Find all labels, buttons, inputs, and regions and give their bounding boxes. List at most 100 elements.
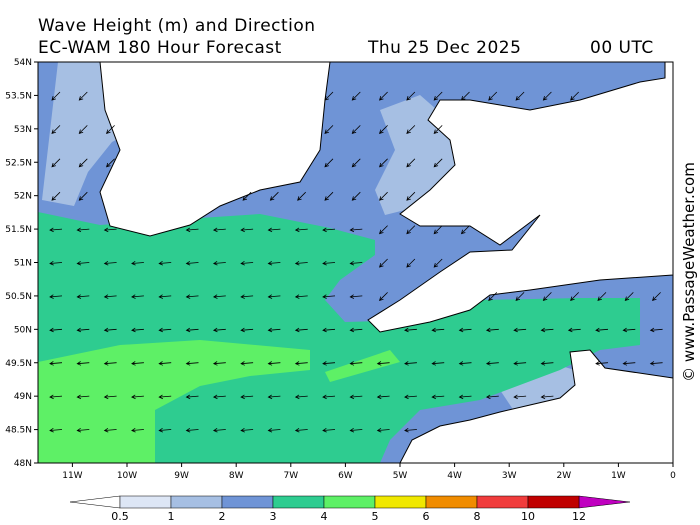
lat-label: 50N (14, 325, 32, 335)
lon-label: 9W (174, 471, 189, 481)
wave-arrow (240, 394, 254, 400)
wave-arrow (404, 427, 417, 433)
wave-arrow (106, 125, 115, 134)
wave-arrow (267, 260, 281, 266)
wave-arrow (349, 294, 363, 299)
wave-arrow (406, 225, 416, 235)
wave-arrow (103, 394, 117, 400)
wave-arrow (433, 225, 443, 235)
wave-arrow (212, 361, 226, 366)
wave-arrow (185, 327, 199, 333)
wave-arrow (351, 91, 361, 101)
colorbar-segment (170, 495, 223, 509)
wave-arrow (212, 327, 226, 333)
wave-arrow (540, 394, 554, 400)
colorbar-cap (69, 495, 121, 509)
wave-arrow (379, 292, 388, 301)
map (38, 62, 673, 463)
wave-arrow (324, 191, 334, 201)
ireland (99, 62, 331, 237)
wave-arrow (269, 191, 279, 201)
wave-arrow (131, 327, 144, 333)
wave-arrow (185, 294, 199, 299)
lon-label: 7W (283, 471, 298, 481)
wave-arrow (322, 260, 336, 266)
wave-arrow (406, 158, 416, 168)
colorbar-label: 4 (321, 510, 328, 523)
green-zone (38, 212, 640, 463)
colorbar-segment (476, 495, 529, 509)
wave-arrow (379, 91, 388, 101)
wave-arrow (212, 294, 226, 299)
wave-arrow (103, 327, 117, 333)
wave-arrow (406, 191, 416, 201)
wave-arrow (458, 327, 472, 333)
wave-arrow (106, 158, 115, 168)
wave-arrow (131, 361, 144, 366)
wave-arrow (158, 394, 172, 400)
wave-arrow (294, 361, 308, 366)
wave-arrow (540, 327, 554, 333)
wave-arrow (349, 260, 363, 266)
wave-arrow (76, 327, 90, 333)
wave-arrow (597, 292, 607, 301)
lat-label: 53.5N (5, 91, 32, 101)
wave-arrow (267, 427, 281, 433)
wave-arrow (267, 394, 281, 400)
wave-arrow (294, 327, 308, 333)
lat-label: 50.5N (5, 292, 32, 302)
wave-arrow (460, 225, 470, 235)
wave-arrow (488, 91, 498, 101)
wave-arrow (567, 327, 581, 333)
wave-arrow (103, 260, 117, 266)
wave-arrow (349, 227, 363, 233)
wave-arrow (322, 427, 336, 433)
wave-arrow (240, 427, 254, 433)
lat-label: 48.5N (5, 426, 32, 436)
wave-arrow (185, 260, 199, 266)
wave-arrow (294, 427, 308, 433)
lat-label: 53N (14, 125, 32, 135)
bright-green-zone (325, 350, 400, 382)
colorbar-segment (374, 495, 427, 509)
wave-arrow (76, 260, 90, 266)
wave-arrow (322, 327, 336, 333)
wave-arrow (240, 327, 254, 333)
lon-label: 0 (670, 471, 676, 481)
wave-arrow (460, 91, 470, 101)
wave-arrow (570, 91, 579, 101)
wave-arrow (324, 158, 334, 168)
wave-arrow (488, 292, 498, 301)
wave-arrow (458, 361, 472, 366)
wave-arrow (322, 294, 336, 299)
wave-arrow (185, 361, 199, 366)
colorbar-label: 8 (474, 510, 481, 523)
wave-arrow (324, 91, 334, 101)
wave-arrow (103, 361, 117, 366)
wave-arrow (379, 125, 388, 134)
wave-arrow (349, 394, 363, 400)
wave-arrow (379, 191, 388, 201)
lon-label: 5W (393, 471, 408, 481)
bright-green-zone (38, 340, 310, 463)
wave-arrow (542, 292, 552, 301)
lon-label: 6W (338, 471, 353, 481)
wave-arrow (76, 294, 90, 299)
lat-label: 48N (14, 459, 32, 469)
lon-label: 4W (447, 471, 462, 481)
wave-arrow (349, 361, 363, 366)
wave-arrow (51, 158, 61, 168)
wave-arrow (158, 260, 172, 266)
wave-arrow (185, 394, 199, 400)
lon-label: 8W (229, 471, 244, 481)
wave-arrow (131, 294, 144, 299)
wave-arrow (351, 158, 361, 168)
time: 00 UTC (590, 38, 654, 58)
wave-arrow (158, 327, 172, 333)
wave-arrow (294, 227, 308, 233)
wave-arrow (76, 227, 90, 233)
wave-arrow (131, 394, 144, 400)
wave-arrow (649, 361, 663, 366)
wave-arrow (379, 225, 388, 235)
